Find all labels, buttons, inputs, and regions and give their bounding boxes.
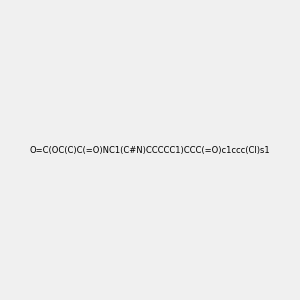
Text: O=C(OC(C)C(=O)NC1(C#N)CCCCC1)CCC(=O)c1ccc(Cl)s1: O=C(OC(C)C(=O)NC1(C#N)CCCCC1)CCC(=O)c1cc… xyxy=(30,146,270,154)
